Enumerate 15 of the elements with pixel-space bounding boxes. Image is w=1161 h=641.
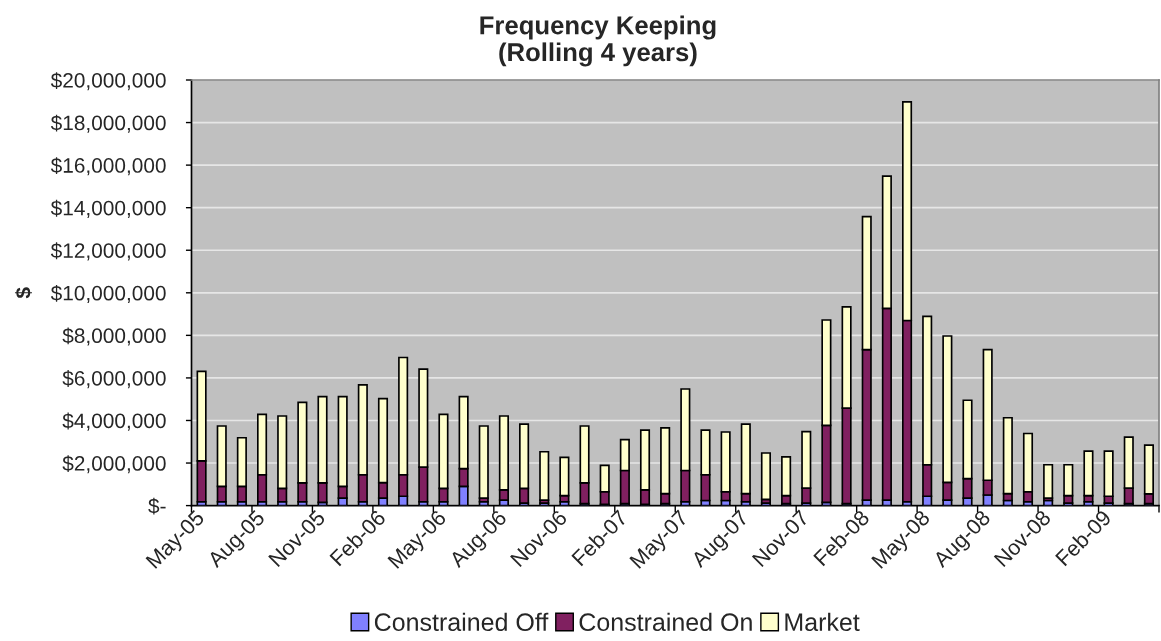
chart-title: Frequency Keeping (Rolling 4 years): [480, 15, 716, 67]
y-tick-label: $14,000,000: [50, 199, 166, 218]
y-tick-label: $2,000,000: [62, 455, 166, 474]
legend-label: Constrained On: [579, 612, 752, 632]
y-tick-label: $18,000,000: [50, 114, 166, 133]
y-tick-label: $8,000,000: [62, 327, 166, 346]
y-tick-label: $16,000,000: [50, 157, 166, 176]
legend-label: Constrained Off: [374, 612, 549, 632]
y-axis-title: $: [14, 287, 32, 299]
y-tick-label: $6,000,000: [62, 370, 166, 389]
y-tick-label: $4,000,000: [62, 412, 166, 431]
y-tick-label: $20,000,000: [50, 72, 166, 91]
legend-label: Market: [785, 612, 860, 632]
y-tick-label: $12,000,000: [50, 242, 166, 261]
y-tick-label: $10,000,000: [50, 284, 166, 304]
